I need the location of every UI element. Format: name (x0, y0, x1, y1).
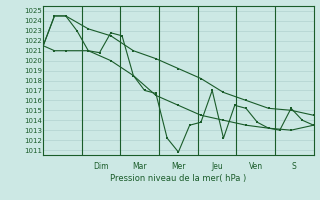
Text: Dim: Dim (93, 162, 109, 171)
Text: Ven: Ven (249, 162, 263, 171)
Text: Mar: Mar (132, 162, 147, 171)
Text: Jeu: Jeu (211, 162, 223, 171)
X-axis label: Pression niveau de la mer( hPa ): Pression niveau de la mer( hPa ) (110, 174, 246, 183)
Text: Mer: Mer (171, 162, 186, 171)
Text: S: S (292, 162, 297, 171)
